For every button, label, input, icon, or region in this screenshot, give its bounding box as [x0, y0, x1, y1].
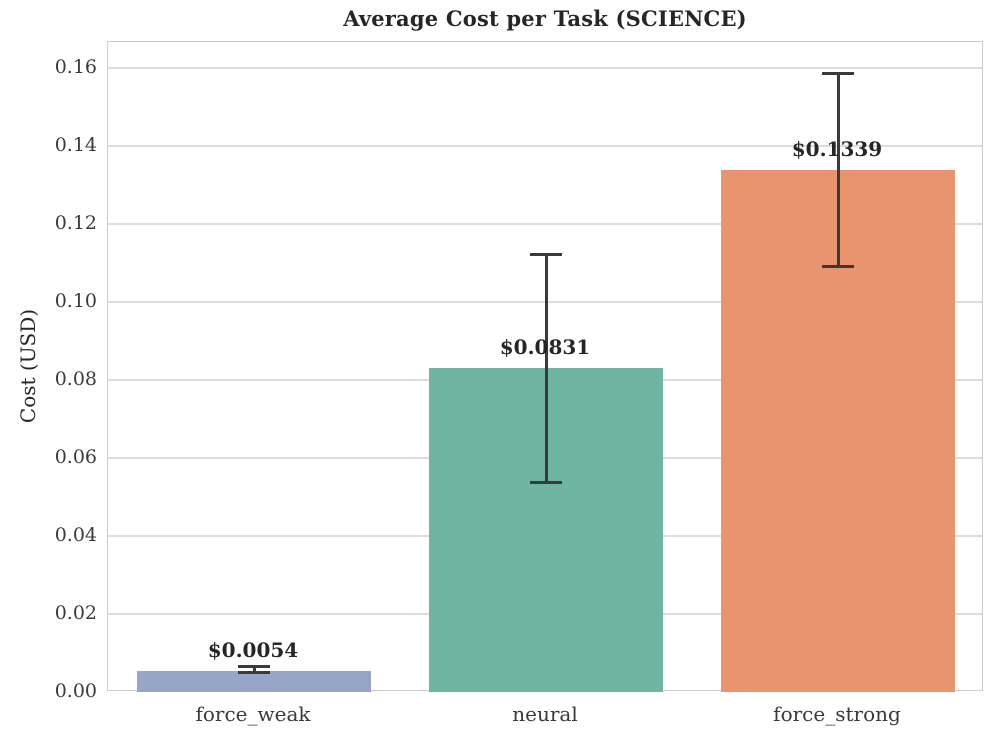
bar-value-label: $0.0054	[207, 637, 299, 662]
y-axis-label: Cost (USD)	[16, 308, 40, 424]
error-bar-cap	[822, 265, 854, 269]
bar-value-label: $0.1339	[791, 136, 883, 161]
error-bar-line	[252, 666, 256, 673]
x-tick-label-force_weak: force_weak	[195, 702, 311, 726]
error-bar-cap	[530, 481, 562, 485]
gridline	[108, 223, 982, 225]
error-bar-cap	[530, 252, 562, 256]
bar-force_weak	[137, 670, 371, 692]
y-tick-label: 0.16	[54, 56, 97, 78]
x-tick-label-neural: neural	[512, 702, 578, 726]
gridline	[108, 145, 982, 147]
chart-title: Average Cost per Task (SCIENCE)	[343, 6, 747, 31]
x-tick-label-force_strong: force_strong	[773, 702, 901, 726]
y-tick-label: 0.10	[54, 290, 97, 312]
y-tick-label: 0.04	[54, 524, 97, 546]
y-tick-label: 0.02	[54, 602, 97, 624]
y-tick-label: 0.00	[54, 680, 97, 702]
error-bar-cap	[822, 71, 854, 75]
plot-area	[107, 41, 983, 692]
error-bar-cap	[238, 665, 270, 669]
y-tick-label: 0.14	[54, 134, 97, 156]
y-tick-label: 0.06	[54, 446, 97, 468]
bar-value-label: $0.0831	[499, 334, 591, 359]
y-tick-label: 0.08	[54, 368, 97, 390]
gridline	[108, 67, 982, 69]
error-bar-line	[836, 73, 840, 267]
error-bar-cap	[238, 671, 270, 675]
error-bar-line	[544, 254, 548, 483]
y-tick-label: 0.12	[54, 212, 97, 234]
